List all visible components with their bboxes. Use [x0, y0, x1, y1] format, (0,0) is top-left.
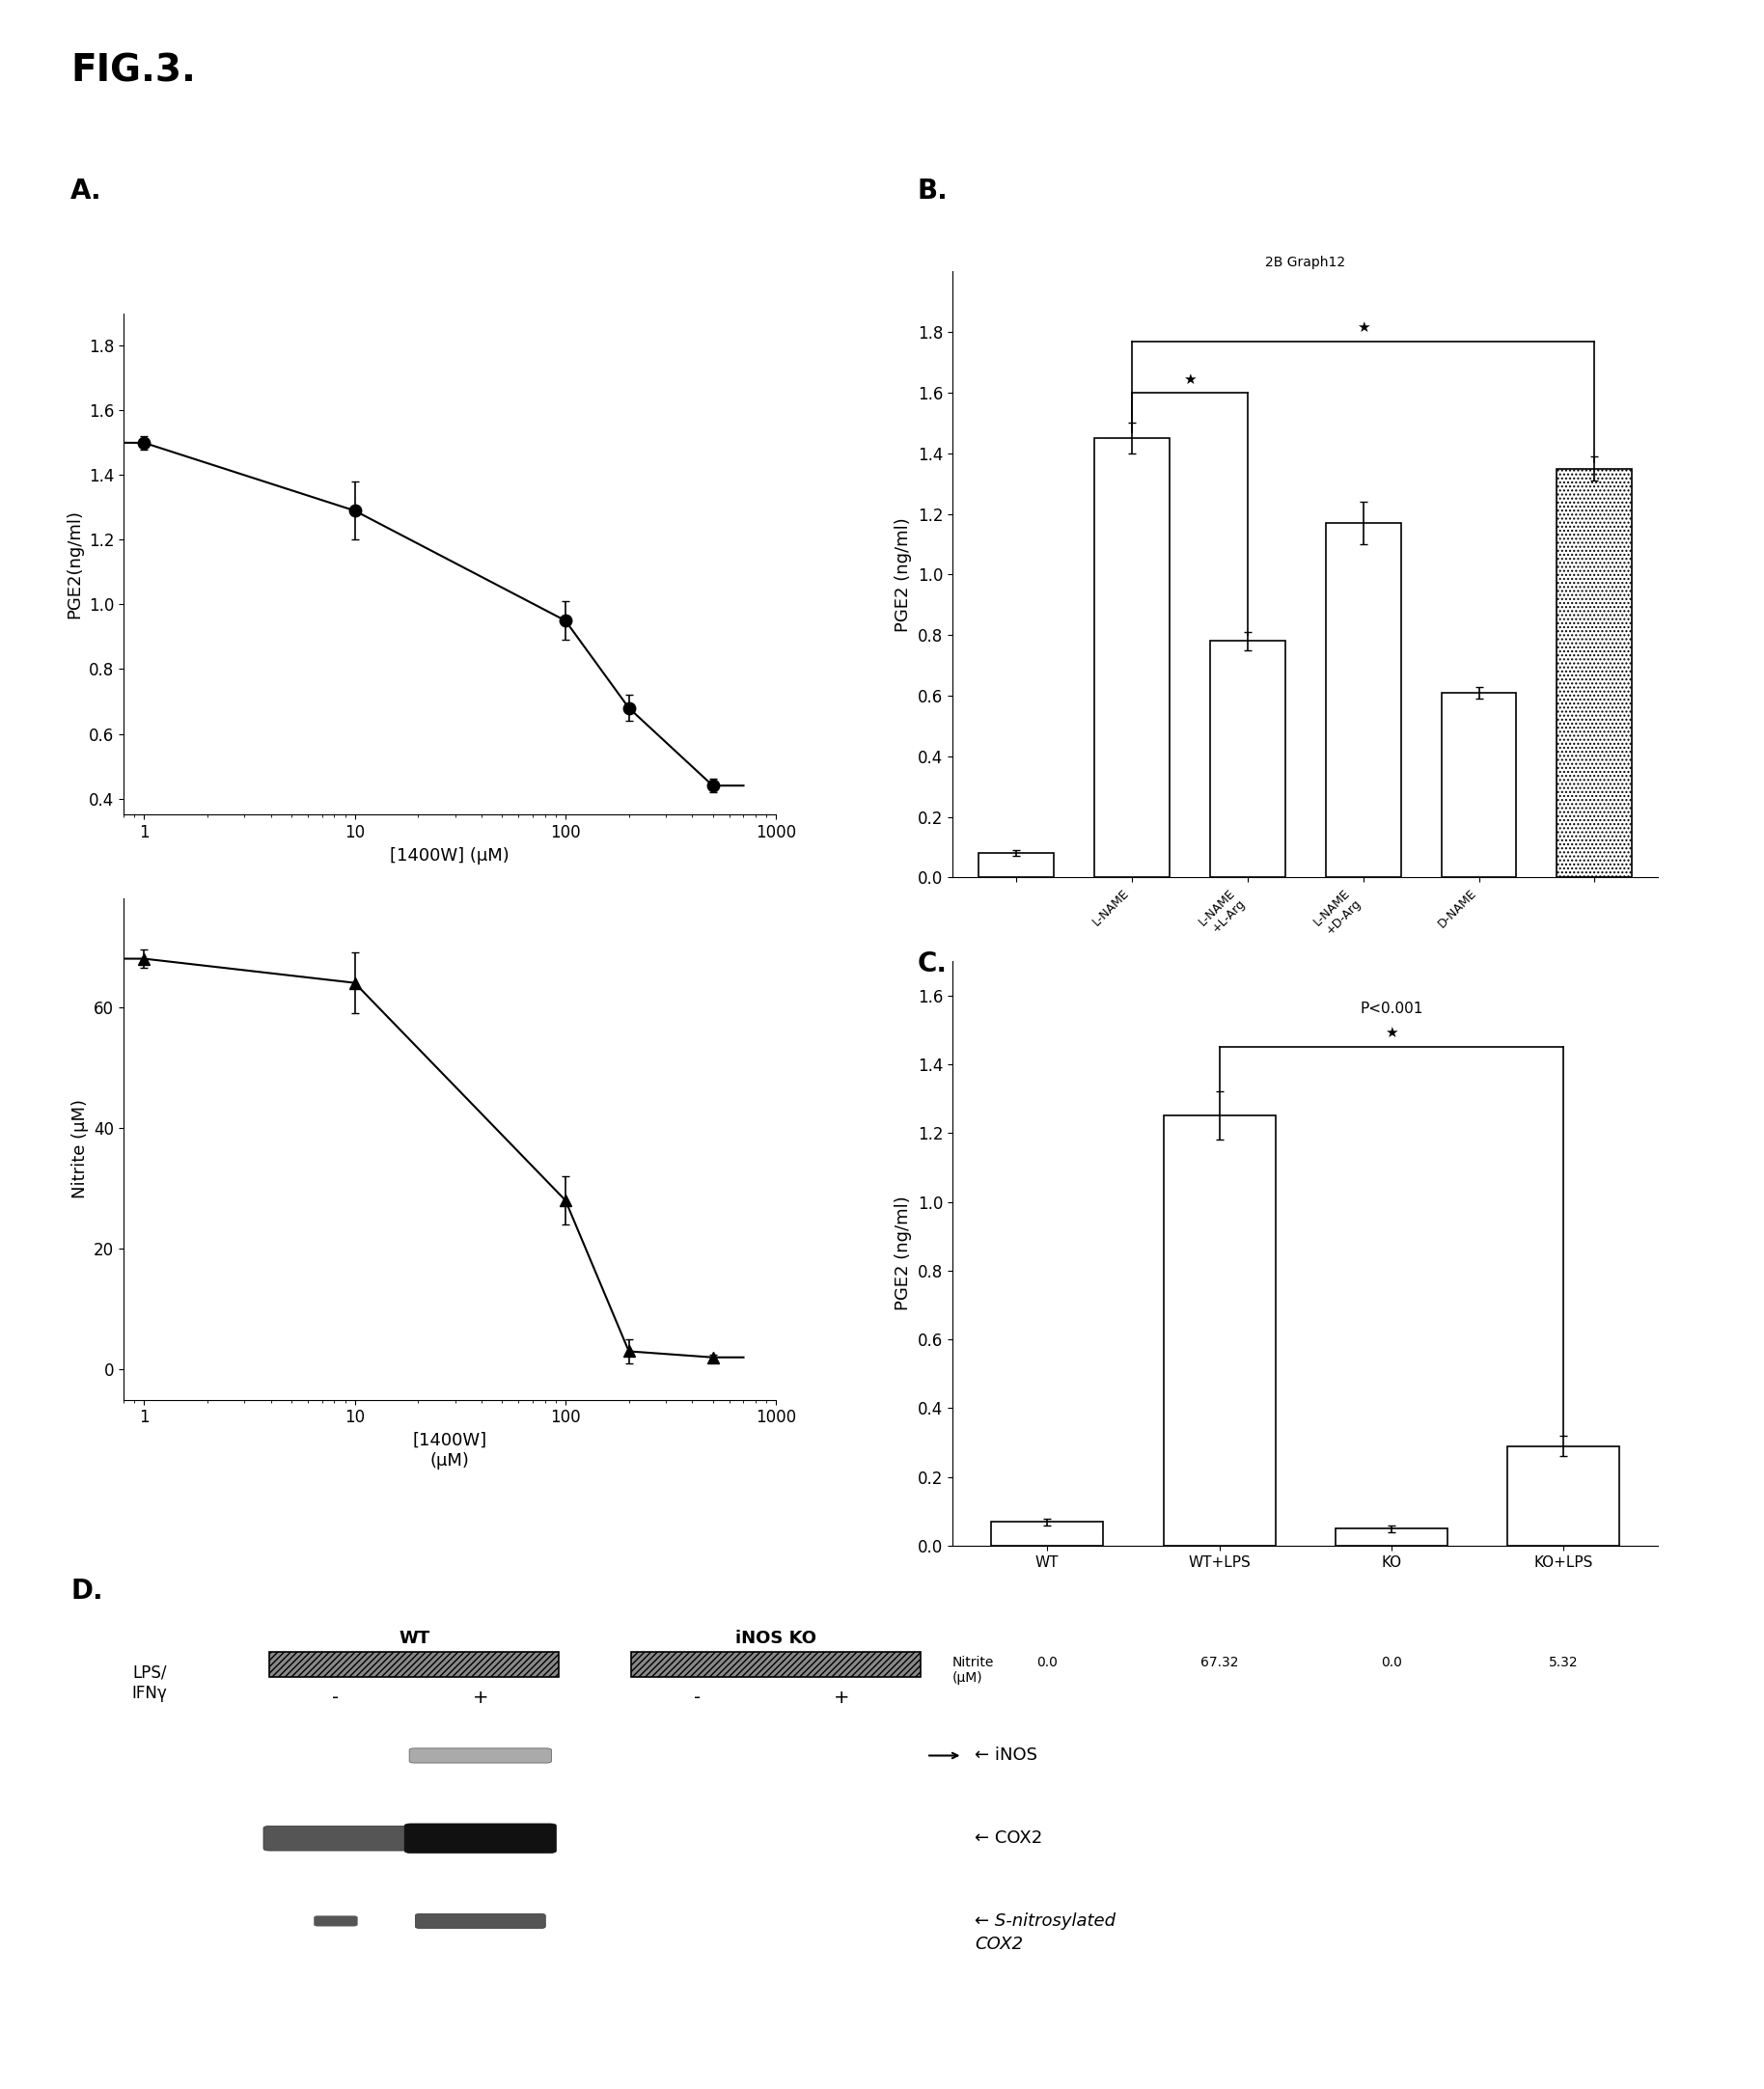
- Text: 67.32: 67.32: [1200, 1657, 1238, 1669]
- Text: LPS/IFNγ: LPS/IFNγ: [1323, 1024, 1404, 1040]
- Bar: [1508, 1446, 1619, 1546]
- Bar: [991, 1521, 1102, 1546]
- Y-axis label: PGE2(ng/ml): PGE2(ng/ml): [65, 510, 83, 618]
- FancyBboxPatch shape: [409, 1748, 552, 1763]
- Text: P<0.001: P<0.001: [1360, 1001, 1424, 1015]
- Text: ← iNOS: ← iNOS: [974, 1746, 1037, 1765]
- Text: Nitrite
(μM): Nitrite (μM): [953, 1657, 995, 1686]
- FancyBboxPatch shape: [270, 1652, 559, 1677]
- FancyBboxPatch shape: [263, 1826, 407, 1851]
- Bar: [1558, 468, 1632, 877]
- FancyBboxPatch shape: [1092, 973, 1635, 992]
- Text: +: +: [834, 1690, 850, 1707]
- Text: B.: B.: [917, 178, 947, 205]
- Bar: [979, 852, 1053, 877]
- Text: -: -: [332, 1690, 339, 1707]
- Title: 2B Graph12: 2B Graph12: [1265, 255, 1346, 269]
- Bar: [1335, 1529, 1446, 1546]
- Text: WT: WT: [399, 1629, 430, 1646]
- Text: ★: ★: [1357, 322, 1371, 334]
- X-axis label: [1400W] (μM): [1400W] (μM): [390, 846, 510, 865]
- FancyBboxPatch shape: [415, 1914, 545, 1928]
- Text: LPS/: LPS/: [132, 1665, 168, 1682]
- Text: ★: ★: [1385, 1026, 1399, 1040]
- FancyBboxPatch shape: [404, 1824, 556, 1853]
- Bar: [1325, 522, 1401, 877]
- Text: -: -: [693, 1690, 700, 1707]
- Text: COX2: COX2: [974, 1934, 1023, 1953]
- Y-axis label: PGE2 (ng/ml): PGE2 (ng/ml): [894, 1197, 912, 1310]
- Bar: [1441, 694, 1517, 877]
- Text: D.: D.: [71, 1577, 102, 1604]
- FancyBboxPatch shape: [314, 1916, 358, 1926]
- Text: ← S-nitrosylated: ← S-nitrosylated: [974, 1911, 1115, 1930]
- Text: ★: ★: [1184, 372, 1196, 386]
- Text: 0.0: 0.0: [1381, 1657, 1402, 1669]
- Text: 0.0: 0.0: [1037, 1657, 1058, 1669]
- Y-axis label: Nitrite (μM): Nitrite (μM): [71, 1099, 88, 1199]
- X-axis label: [1400W]
(μM): [1400W] (μM): [413, 1431, 487, 1469]
- Text: C.: C.: [917, 950, 947, 978]
- Text: 5.32: 5.32: [1549, 1657, 1579, 1669]
- Text: iNOS KO: iNOS KO: [736, 1629, 817, 1646]
- Bar: [1094, 439, 1170, 877]
- Text: IFNγ: IFNγ: [132, 1686, 168, 1703]
- Text: A.: A.: [71, 178, 102, 205]
- Text: FIG.3.: FIG.3.: [71, 52, 196, 90]
- Y-axis label: PGE2 (ng/ml): PGE2 (ng/ml): [894, 518, 912, 631]
- Bar: [1210, 641, 1286, 877]
- FancyBboxPatch shape: [632, 1652, 921, 1677]
- Text: ← COX2: ← COX2: [974, 1830, 1043, 1847]
- Bar: [1164, 1116, 1275, 1546]
- Text: +: +: [473, 1690, 489, 1707]
